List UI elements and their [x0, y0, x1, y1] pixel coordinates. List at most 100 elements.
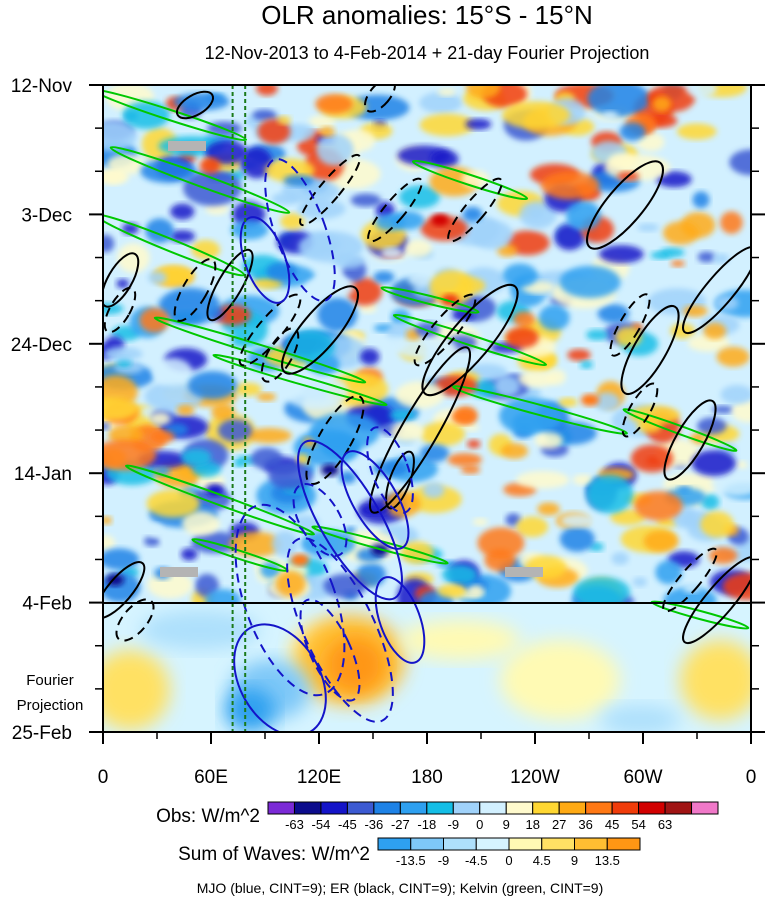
- obs-anomaly-patch: [619, 122, 646, 141]
- reference-longitude-lines: [231, 85, 247, 732]
- obs-anomaly-patch: [181, 448, 212, 466]
- er-contour: [413, 293, 477, 367]
- obs-anomaly-patch: [546, 369, 566, 385]
- obs-anomaly-patch: [632, 577, 648, 587]
- obs-anomaly-patch: [103, 422, 110, 430]
- obs-anomaly-patch: [231, 220, 269, 240]
- obs-anomaly-core: [431, 214, 449, 226]
- er-contour: [260, 327, 300, 383]
- obs-anomaly-patch: [711, 405, 735, 414]
- obs-anomaly-patch: [677, 123, 717, 140]
- obs-colorbar-swatch: [452, 801, 481, 815]
- x-tick-label: 0: [746, 767, 757, 788]
- obs-anomaly-patch: [505, 513, 521, 527]
- obs-anomaly-core: [291, 554, 309, 566]
- obs-anomaly-patch: [602, 111, 618, 120]
- er-contour: [115, 598, 155, 642]
- obs-anomaly-patch: [350, 193, 382, 207]
- chart-subtitle: 12-Nov-2013 to 4-Feb-2014 + 21-day Fouri…: [205, 43, 650, 63]
- er-contour: [175, 90, 215, 120]
- projected-anomaly-region: [325, 637, 385, 693]
- obs-anomaly-patch: [170, 203, 195, 220]
- obs-anomaly-patch: [670, 260, 686, 267]
- obs-anomaly-patch: [586, 474, 634, 514]
- obs-colorbar-level-label: -54: [312, 817, 331, 832]
- kelvin-contour: [153, 316, 367, 384]
- projection-label-line1: Fourier: [26, 672, 74, 689]
- obs-colorbar-swatch: [585, 801, 613, 815]
- obs-anomaly-patch: [656, 171, 692, 188]
- obs-anomaly-patch: [385, 491, 421, 518]
- obs-colorbar: -63 -54 -45 -36 -27 -18 -9 0 9 18 27 36 45 54 63: [267, 801, 719, 832]
- obs-colorbar-level-label: -63: [285, 817, 304, 832]
- waves-colorbar: -13.5 -9 -4.5 0 4.5 9 13.5: [377, 837, 641, 868]
- obs-anomaly-patch: [477, 527, 525, 559]
- obs-anomaly-patch: [103, 397, 139, 421]
- obs-anomaly-patch: [722, 572, 751, 601]
- obs-anomaly-patch: [234, 382, 262, 396]
- obs-anomaly-patch: [519, 200, 557, 229]
- obs-colorbar-level-label: -45: [338, 817, 357, 832]
- obs-colorbar-swatch: [691, 801, 719, 815]
- obs-anomaly-patch: [593, 392, 620, 412]
- er-contour: [421, 283, 519, 397]
- obs-anomaly-patch: [221, 562, 256, 587]
- kelvin-contour: [103, 213, 246, 277]
- er-contour: [206, 248, 254, 322]
- obs-anomaly-patch: [169, 230, 195, 243]
- obs-anomaly-patch: [567, 349, 591, 361]
- obs-anomaly-patch: [308, 115, 336, 128]
- waves-colorbar-level-label: 4.5: [533, 853, 551, 868]
- obs-anomaly-patch: [610, 509, 646, 526]
- obs-anomaly-patch: [400, 541, 434, 564]
- obs-anomaly-patch: [463, 423, 479, 432]
- waves-colorbar-level-label: -13.5: [396, 853, 426, 868]
- obs-anomaly-patch: [160, 530, 193, 546]
- obs-anomaly-patch: [103, 439, 157, 471]
- obs-anomaly-patch: [346, 277, 383, 306]
- obs-anomaly-patch: [116, 279, 129, 289]
- obs-anomaly-patch: [466, 85, 501, 99]
- projected-olr-field: [103, 603, 751, 732]
- obs-anomaly-patch: [441, 564, 478, 585]
- obs-anomaly-patch: [122, 101, 170, 129]
- obs-anomaly-patch: [470, 220, 513, 250]
- obs-anomaly-patch: [467, 439, 481, 449]
- obs-anomaly-patch: [687, 334, 730, 352]
- obs-colorbar-swatch: [505, 801, 534, 815]
- obs-anomaly-patch: [731, 400, 751, 423]
- contours-legend: MJO (blue, CINT=9); ER (black, CINT=9); …: [197, 880, 604, 896]
- obs-anomaly-patch: [517, 371, 556, 388]
- obs-colorbar-level-label: 54: [631, 817, 645, 832]
- obs-colorbar-swatch: [611, 801, 640, 815]
- obs-anomaly-patch: [419, 444, 450, 463]
- obs-colorbar-level-label: -9: [448, 817, 460, 832]
- y-tick-label: 24-Dec: [11, 335, 72, 356]
- er-contour: [305, 394, 365, 486]
- observed-olr-field: [103, 85, 751, 617]
- obs-anomaly-patch: [277, 116, 291, 125]
- obs-anomaly-patch: [462, 206, 483, 222]
- obs-anomaly-patch: [703, 322, 727, 340]
- obs-anomaly-patch: [381, 247, 403, 260]
- obs-anomaly-patch: [316, 133, 354, 166]
- obs-anomaly-patch: [460, 465, 481, 474]
- obs-anomaly-patch: [297, 198, 346, 219]
- obs-anomaly-patch: [103, 516, 112, 525]
- obs-anomaly-patch: [691, 450, 736, 476]
- y-tick-label: 14-Jan: [14, 464, 72, 485]
- obs-anomaly-patch: [257, 118, 291, 144]
- obs-anomaly-patch: [140, 159, 197, 184]
- obs-anomaly-patch: [599, 245, 644, 264]
- obs-anomaly-patch: [234, 460, 245, 468]
- obs-anomaly-patch: [252, 109, 277, 121]
- er-contour: [364, 85, 396, 113]
- obs-anomaly-patch: [148, 523, 163, 538]
- obs-anomaly-patch: [150, 430, 175, 444]
- obs-anomaly-patch: [399, 185, 440, 209]
- waves-colorbar-swatch: [410, 837, 444, 851]
- er-contour: [662, 547, 718, 613]
- obs-anomaly-patch: [103, 234, 115, 253]
- obs-anomaly-patch: [516, 516, 549, 538]
- mjo-contours: [233, 158, 426, 732]
